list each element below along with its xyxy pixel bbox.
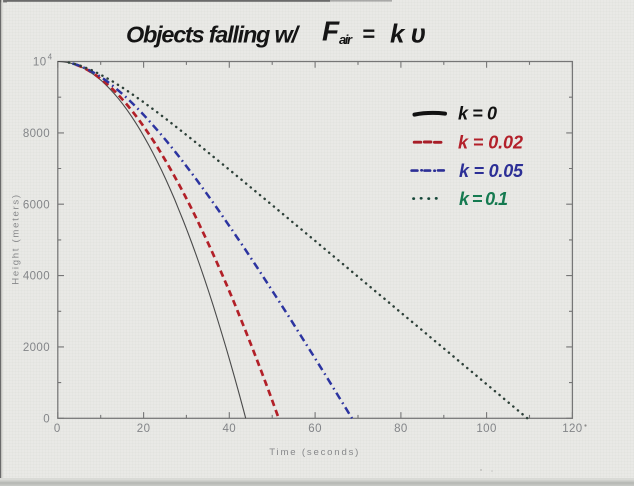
svg-text:4: 4: [48, 53, 53, 62]
svg-text:2000: 2000: [23, 342, 50, 354]
svg-text:Objects falling w/: Objects falling w/: [126, 22, 300, 48]
svg-text:100: 100: [476, 423, 496, 435]
svg-text:Height (meters): Height (meters): [10, 193, 21, 285]
svg-text:k = 0.02: k = 0.02: [458, 133, 523, 153]
svg-text:k = 0: k = 0: [458, 104, 497, 124]
svg-text:k = 0.05: k = 0.05: [459, 161, 524, 181]
svg-text:F: F: [322, 16, 340, 47]
svg-text:air: air: [339, 32, 353, 47]
svg-text:0: 0: [43, 413, 50, 425]
svg-text:=: =: [362, 22, 375, 47]
svg-text:6000: 6000: [23, 199, 50, 211]
svg-text:60: 60: [308, 423, 322, 435]
svg-text:40: 40: [223, 423, 237, 435]
svg-text:k = 0.1: k = 0.1: [459, 189, 508, 209]
svg-text:0: 0: [54, 423, 61, 435]
svg-text:80: 80: [394, 423, 408, 435]
svg-text:20: 20: [137, 423, 151, 435]
svg-text:120: 120: [562, 423, 582, 435]
svg-text:kυ: kυ: [390, 19, 426, 49]
svg-text:4000: 4000: [23, 271, 50, 283]
svg-text:Time (seconds): Time (seconds): [269, 447, 360, 458]
svg-text:10: 10: [33, 57, 47, 69]
svg-text:8000: 8000: [23, 128, 50, 140]
